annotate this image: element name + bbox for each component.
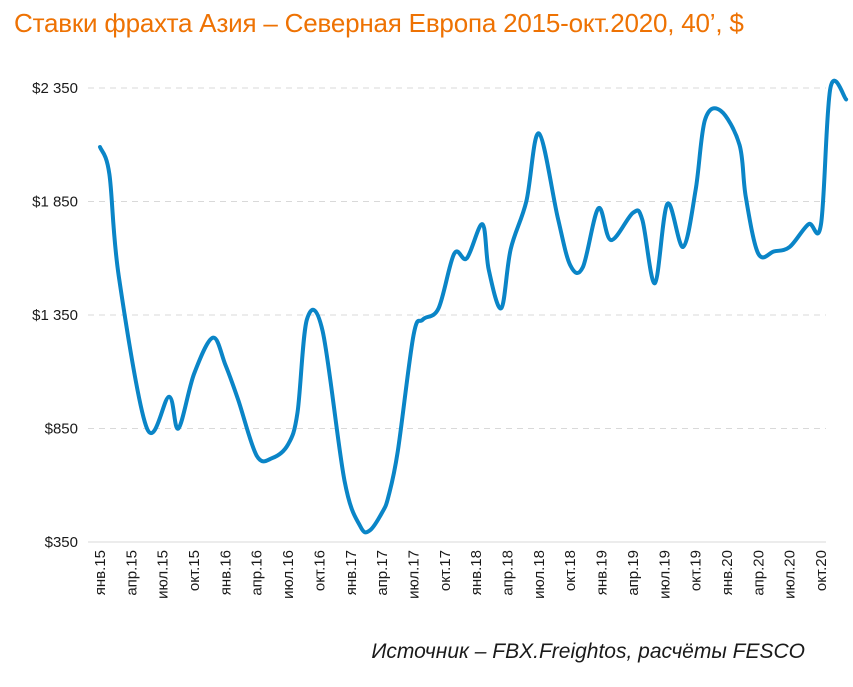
x-tick-label: июл.18 [531, 550, 548, 599]
x-tick-label: янв.16 [217, 550, 234, 595]
y-tick-label: $1 850 [32, 194, 78, 211]
grid-lines [88, 87, 826, 429]
x-tick-label: апр.19 [625, 550, 642, 596]
x-tick-label: июл.19 [656, 550, 673, 599]
y-tick-label: $1 350 [32, 307, 78, 324]
x-tick-label: апр.17 [374, 550, 391, 596]
x-tick-label: окт.15 [186, 550, 203, 591]
chart-title: Ставки фрахта Азия – Северная Европа 201… [14, 8, 744, 38]
x-tick-label: июл.16 [280, 550, 297, 599]
x-tick-label: янв.17 [343, 550, 360, 595]
x-tick-label: апр.20 [750, 550, 767, 596]
y-tick-label: $2 350 [32, 80, 78, 97]
x-tick-label: окт.17 [437, 550, 454, 591]
x-tick-label: апр.18 [500, 550, 517, 596]
y-tick-label: $350 [45, 534, 78, 551]
x-tick-label: янв.15 [92, 550, 109, 595]
y-tick-label: $850 [45, 421, 78, 438]
series-group [98, 78, 849, 535]
x-tick-label: окт.20 [813, 550, 830, 591]
x-tick-label: янв.20 [719, 550, 736, 595]
x-axis-tick-labels: янв.15 апр.15 июл.15 окт.15 янв.16 апр.16 июл.… [92, 550, 830, 599]
x-tick-label: июл.17 [405, 550, 422, 599]
x-tick-label: янв.18 [468, 550, 485, 595]
x-tick-label: окт.19 [688, 550, 705, 591]
y-axis-tick-labels: $350 $850 $1 350 $1 850 $2 350 [32, 80, 78, 551]
x-tick-label: июл.15 [155, 550, 172, 599]
source-note: Источник – FBX.Freightos, расчёты FESCO [371, 640, 805, 663]
series-line [98, 78, 849, 535]
x-tick-label: апр.16 [249, 550, 266, 596]
x-tick-label: янв.19 [594, 550, 611, 595]
x-tick-label: июл.20 [782, 550, 799, 599]
x-tick-label: апр.15 [123, 550, 140, 596]
x-tick-label: окт.18 [562, 550, 579, 591]
x-tick-label: окт.16 [311, 550, 328, 591]
